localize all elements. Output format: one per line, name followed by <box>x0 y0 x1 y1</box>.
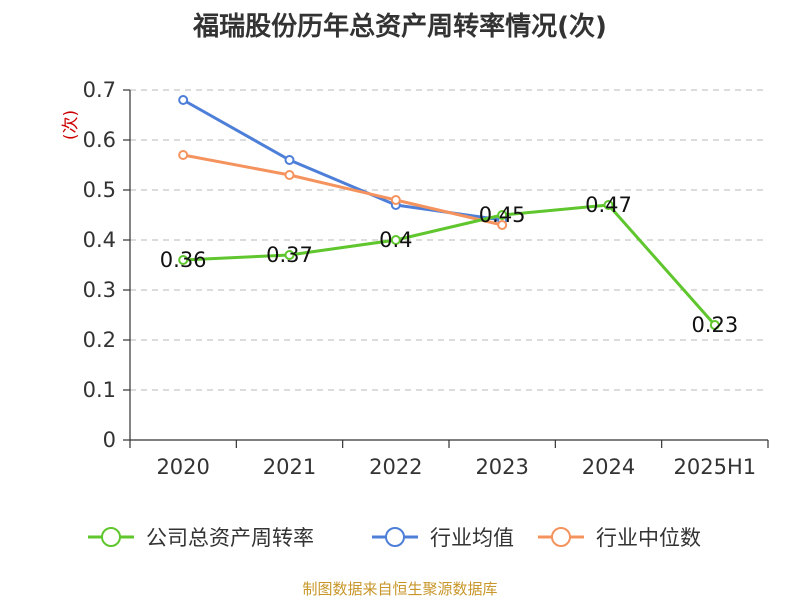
data-point <box>497 210 508 220</box>
data-label: 0.23 <box>691 313 738 337</box>
data-point <box>709 320 720 330</box>
data-label: 0.45 <box>479 203 526 227</box>
data-label: 0.37 <box>266 243 313 267</box>
data-point <box>178 95 189 105</box>
data-point <box>284 155 295 165</box>
legend-marker <box>101 527 121 547</box>
y-tick-label: 0.7 <box>83 78 116 102</box>
legend-label: 行业中位数 <box>596 526 701 550</box>
legend-label: 公司总资产周转率 <box>146 526 314 550</box>
chart-title: 福瑞股份历年总资产周转率情况(次) <box>193 12 607 42</box>
y-tick-label: 0.3 <box>83 278 116 302</box>
data-point <box>390 235 401 245</box>
series-line-2 <box>182 153 503 227</box>
y-tick-label: 0.6 <box>83 128 116 152</box>
x-tick-label: 2024 <box>582 455 635 479</box>
y-tick-label: 0.2 <box>83 328 116 352</box>
data-point <box>390 195 401 205</box>
data-point <box>178 255 189 265</box>
data-label: 0.36 <box>160 248 207 272</box>
y-tick-label: 0.1 <box>83 378 116 402</box>
x-tick-label: 2021 <box>263 455 316 479</box>
y-tick-label: 0.5 <box>83 178 116 202</box>
x-tick-label: 2025H1 <box>674 455 757 479</box>
data-point <box>497 220 508 230</box>
data-label: 0.4 <box>379 228 412 252</box>
series-line-1 <box>182 98 503 222</box>
legend-marker <box>385 527 405 547</box>
x-tick-label: 2022 <box>369 455 422 479</box>
data-point <box>284 170 295 180</box>
series-line-0 <box>183 203 716 326</box>
x-tick-label: 2020 <box>156 455 209 479</box>
legend-label: 行业均值 <box>430 526 514 550</box>
data-point <box>284 250 295 260</box>
data-point <box>178 150 189 160</box>
data-point <box>603 200 614 210</box>
legend-marker <box>551 527 571 547</box>
y-tick-label: 0.4 <box>83 228 116 252</box>
data-label: 0.47 <box>585 193 632 217</box>
source-note: 制图数据来自恒生聚源数据库 <box>302 580 498 598</box>
y-tick-label: 0 <box>103 428 116 452</box>
x-tick-label: 2023 <box>475 455 528 479</box>
y-axis-label: (次) <box>61 110 81 140</box>
